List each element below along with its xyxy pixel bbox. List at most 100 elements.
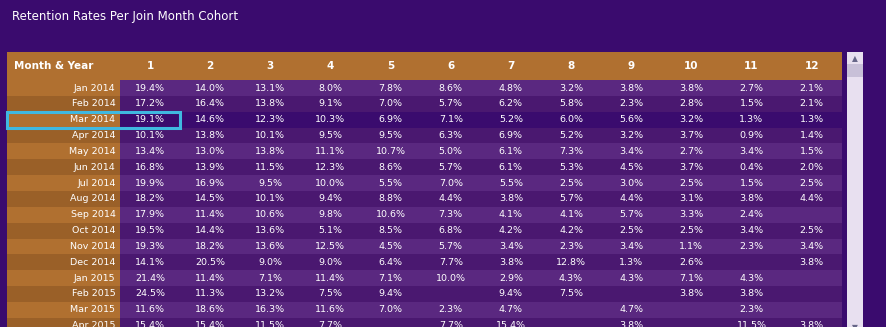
Text: 1: 1 xyxy=(146,61,153,71)
Text: 13.4%: 13.4% xyxy=(135,147,165,156)
Bar xyxy=(661,144,721,159)
Text: Mar 2014: Mar 2014 xyxy=(71,115,115,124)
Bar xyxy=(421,128,481,144)
Text: 15.4%: 15.4% xyxy=(496,321,526,327)
Bar xyxy=(541,286,601,302)
Bar xyxy=(120,128,180,144)
Bar xyxy=(7,112,180,128)
Bar xyxy=(421,175,481,191)
Bar xyxy=(361,286,421,302)
Bar xyxy=(180,254,240,270)
Bar xyxy=(421,207,481,223)
Text: 3.8%: 3.8% xyxy=(619,321,643,327)
Bar xyxy=(601,128,661,144)
Bar xyxy=(300,159,361,175)
Bar xyxy=(7,52,120,80)
Bar xyxy=(661,80,721,96)
Text: 2.6%: 2.6% xyxy=(680,258,703,267)
Bar xyxy=(601,223,661,238)
Text: Apr 2014: Apr 2014 xyxy=(72,131,115,140)
Bar xyxy=(240,270,300,286)
Text: 5: 5 xyxy=(387,61,394,71)
Text: 14.5%: 14.5% xyxy=(195,195,225,203)
Bar xyxy=(481,191,541,207)
Bar xyxy=(541,144,601,159)
Text: 2.8%: 2.8% xyxy=(680,99,703,108)
Bar xyxy=(240,112,300,128)
Bar xyxy=(541,52,601,80)
Text: Mar 2015: Mar 2015 xyxy=(71,305,115,314)
Text: 2.0%: 2.0% xyxy=(800,163,824,172)
Text: ▲: ▲ xyxy=(852,54,858,62)
Bar xyxy=(721,318,781,327)
Text: 9.5%: 9.5% xyxy=(258,179,283,188)
Text: 5.7%: 5.7% xyxy=(559,195,583,203)
Text: 12.5%: 12.5% xyxy=(315,242,346,251)
Text: 9.5%: 9.5% xyxy=(378,131,402,140)
Text: 19.4%: 19.4% xyxy=(135,83,165,93)
Text: 20.5%: 20.5% xyxy=(195,258,225,267)
Bar xyxy=(601,254,661,270)
Text: 9.0%: 9.0% xyxy=(318,258,342,267)
Text: 11.5%: 11.5% xyxy=(255,321,285,327)
Text: 13.6%: 13.6% xyxy=(255,242,285,251)
Bar xyxy=(180,128,240,144)
Bar xyxy=(781,52,842,80)
Bar xyxy=(240,128,300,144)
Bar xyxy=(361,191,421,207)
Bar xyxy=(601,144,661,159)
Bar xyxy=(781,175,842,191)
Text: 2.9%: 2.9% xyxy=(499,274,523,283)
Bar xyxy=(781,270,842,286)
Text: 5.5%: 5.5% xyxy=(378,179,402,188)
Text: 15.4%: 15.4% xyxy=(195,321,225,327)
Text: 9.0%: 9.0% xyxy=(258,258,283,267)
Text: 5.1%: 5.1% xyxy=(318,226,342,235)
Text: 10.1%: 10.1% xyxy=(255,195,285,203)
Text: 24.5%: 24.5% xyxy=(135,289,165,299)
Bar xyxy=(300,96,361,112)
Bar xyxy=(7,254,120,270)
Bar xyxy=(541,223,601,238)
Bar xyxy=(481,128,541,144)
Text: 7.0%: 7.0% xyxy=(439,179,462,188)
Text: Nov 2014: Nov 2014 xyxy=(70,242,115,251)
Text: 7.7%: 7.7% xyxy=(439,321,462,327)
Text: 11.3%: 11.3% xyxy=(195,289,225,299)
Bar xyxy=(180,112,240,128)
Bar xyxy=(300,191,361,207)
Bar xyxy=(661,238,721,254)
Bar xyxy=(541,128,601,144)
Text: 9.4%: 9.4% xyxy=(499,289,523,299)
Bar xyxy=(781,207,842,223)
Bar xyxy=(661,254,721,270)
Bar xyxy=(601,270,661,286)
Bar xyxy=(541,238,601,254)
Bar xyxy=(361,175,421,191)
Bar xyxy=(541,112,601,128)
Text: 2.3%: 2.3% xyxy=(559,242,583,251)
Text: 3.0%: 3.0% xyxy=(619,179,643,188)
Text: 2.1%: 2.1% xyxy=(800,99,824,108)
Bar xyxy=(361,80,421,96)
Bar xyxy=(120,112,180,128)
Bar xyxy=(7,80,120,96)
Text: Month & Year: Month & Year xyxy=(14,61,94,71)
Text: 4.1%: 4.1% xyxy=(499,210,523,219)
Text: 1.3%: 1.3% xyxy=(740,115,764,124)
Text: 6.1%: 6.1% xyxy=(499,147,523,156)
Bar xyxy=(481,223,541,238)
Bar xyxy=(661,112,721,128)
Text: 12: 12 xyxy=(804,61,819,71)
Text: 8.5%: 8.5% xyxy=(378,226,402,235)
Text: May 2014: May 2014 xyxy=(69,147,115,156)
Text: 4.4%: 4.4% xyxy=(439,195,462,203)
Text: 4.2%: 4.2% xyxy=(559,226,583,235)
Bar xyxy=(421,144,481,159)
Bar xyxy=(7,191,120,207)
Bar xyxy=(7,159,120,175)
Bar xyxy=(847,64,863,77)
Bar xyxy=(661,286,721,302)
Bar xyxy=(300,318,361,327)
Bar xyxy=(847,52,863,64)
